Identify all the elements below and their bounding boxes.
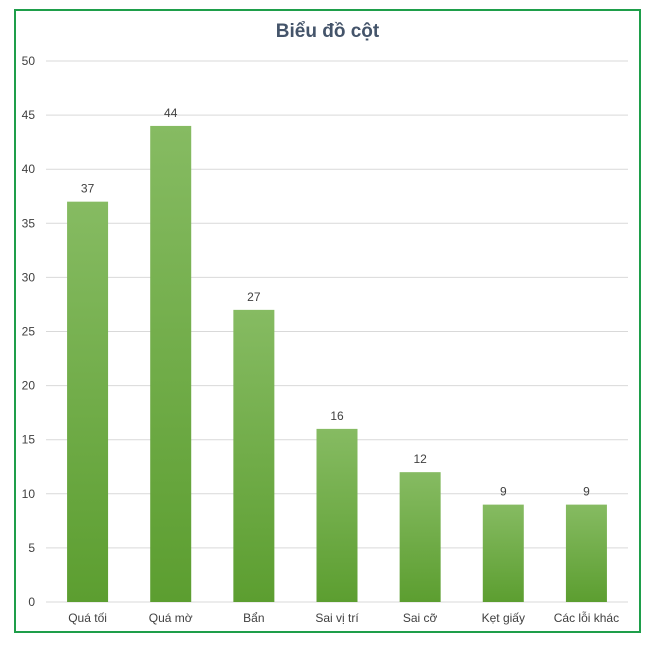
bar-6 bbox=[482, 504, 524, 602]
gridlines bbox=[46, 60, 628, 603]
y-tick-label: 5 bbox=[28, 541, 35, 555]
bar-1 bbox=[67, 201, 109, 602]
data-label: 9 bbox=[583, 485, 590, 499]
bar-7 bbox=[565, 504, 607, 602]
y-tick-label: 50 bbox=[22, 54, 36, 68]
y-tick-label: 30 bbox=[22, 270, 36, 284]
y-tick-label: 40 bbox=[22, 162, 36, 176]
x-axis: Quá tối Quá mờ Bẩn Sai vị trí Sai cỡ Kẹt giấy… bbox=[68, 610, 619, 625]
x-category-label: Kẹt giấy bbox=[482, 611, 525, 625]
data-labels: 37 44 27 16 12 9 9 bbox=[81, 106, 590, 499]
y-tick-label: 45 bbox=[22, 108, 36, 122]
x-category-label: Các lỗi khác bbox=[554, 610, 619, 625]
x-category-label: Quá mờ bbox=[149, 611, 193, 625]
x-category-label: Sai cỡ bbox=[403, 611, 438, 625]
y-tick-label: 0 bbox=[28, 595, 35, 609]
y-tick-label: 25 bbox=[22, 325, 36, 339]
bar-2 bbox=[150, 125, 192, 603]
data-label: 37 bbox=[81, 182, 95, 196]
y-tick-label: 10 bbox=[22, 487, 36, 501]
x-category-label: Sai vị trí bbox=[315, 611, 359, 625]
bar-4 bbox=[316, 428, 358, 602]
x-category-label: Quá tối bbox=[68, 611, 107, 625]
data-label: 9 bbox=[500, 485, 507, 499]
y-axis: 0 5 10 15 20 25 30 35 40 45 50 bbox=[22, 54, 36, 609]
chart-title: Biểu đồ cột bbox=[275, 21, 380, 42]
x-category-label: Bẩn bbox=[243, 611, 264, 625]
data-label: 27 bbox=[247, 290, 261, 304]
y-tick-label: 35 bbox=[22, 216, 36, 230]
y-tick-label: 15 bbox=[22, 433, 36, 447]
data-label: 12 bbox=[413, 452, 427, 466]
y-tick-label: 20 bbox=[22, 379, 36, 393]
bar-3 bbox=[233, 309, 275, 602]
data-label: 44 bbox=[164, 106, 178, 120]
bars bbox=[67, 125, 607, 603]
bar-5 bbox=[399, 472, 441, 602]
data-label: 16 bbox=[330, 409, 344, 423]
